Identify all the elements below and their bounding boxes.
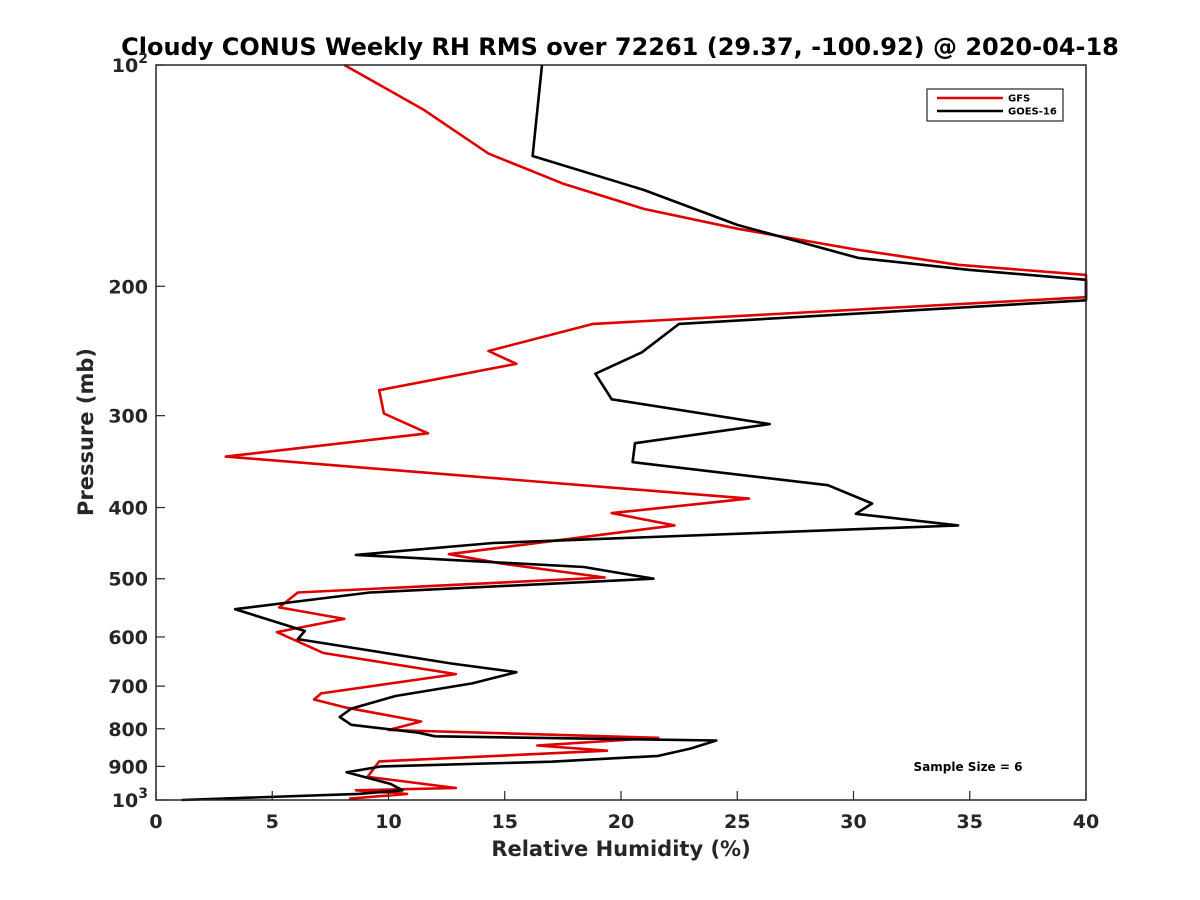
x-tick-label: 15 [492,811,518,833]
y-tick-label: 900 [108,756,148,778]
x-tick-label: 35 [957,811,983,833]
x-axis-label: Relative Humidity (%) [491,837,750,861]
x-tick-label: 10 [375,811,401,833]
y-tick-label: 400 [108,498,148,520]
series-layer [181,63,1088,802]
sample-size-annotation: Sample Size = 6 [914,760,1023,774]
plot-area [155,64,1087,801]
y-tick-label: 103 [112,786,148,812]
x-tick-label: 40 [1073,811,1099,833]
y-axis-label: Pressure (mb) [74,348,98,516]
x-tick-label: 25 [724,811,750,833]
series-line-gfs [224,63,1088,800]
legend-entry-gfs: GFS [1008,94,1030,105]
x-tick-label: 0 [149,811,162,833]
y-axis: 102 200 300 400 500 600 700 800 900 103 [108,51,165,812]
y-tick-label: 500 [108,569,148,591]
legend-entry-goes16: GOES-16 [1008,107,1057,118]
y-tick-label: 200 [108,276,148,298]
x-tick-label: 20 [608,811,634,833]
series-line-goes16 [181,64,1088,802]
y-tick-label: 102 [112,51,148,77]
legend: GFS GOES-16 [926,88,1064,122]
y-tick-label: 700 [108,676,148,698]
y-tick-label: 800 [108,719,148,741]
x-axis: 0 5 10 15 20 25 30 35 40 [149,791,1099,833]
y-tick-label: 600 [108,627,148,649]
chart-title: Cloudy CONUS Weekly RH RMS over 72261 (2… [121,33,1119,61]
x-tick-label: 5 [266,811,279,833]
x-tick-label: 30 [840,811,866,833]
legend-box [926,88,1064,122]
y-tick-label: 300 [108,406,148,428]
